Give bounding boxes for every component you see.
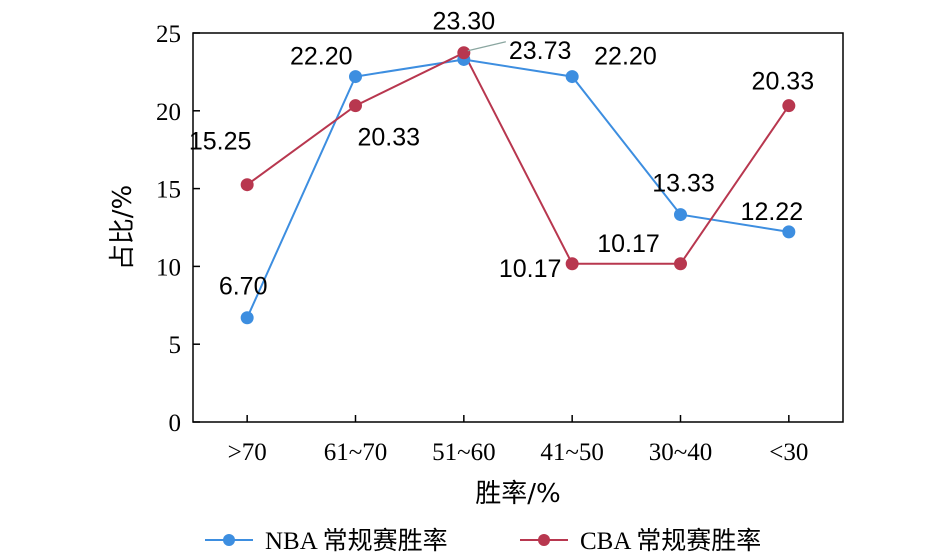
x-tick-label: <30 — [769, 439, 808, 466]
legend-label-0: NBA 常规赛胜率 — [265, 527, 448, 555]
data-point-s0-4 — [674, 208, 687, 222]
y-tick-label: 25 — [156, 21, 181, 48]
data-point-s0-5 — [782, 225, 796, 239]
data-point-s1-1 — [349, 99, 362, 113]
data-point-s0-1 — [349, 70, 362, 84]
data-label-s0-5: 12.22 — [741, 198, 804, 226]
data-label-s0-2: 23.30 — [433, 7, 496, 35]
data-label-s0-3: 22.20 — [594, 43, 657, 71]
x-tick-label: 51~60 — [432, 439, 496, 466]
legend-marker-0 — [223, 534, 235, 546]
x-axis-title: 胜率/% — [475, 479, 560, 509]
data-point-s1-4 — [674, 257, 687, 271]
x-tick-label: >70 — [228, 439, 267, 466]
legend-marker-1 — [538, 534, 550, 546]
x-tick-label: 41~50 — [540, 439, 604, 466]
y-tick-label: 20 — [156, 99, 181, 126]
y-tick-label: 15 — [156, 177, 181, 204]
data-label-s1-1: 20.33 — [358, 124, 421, 152]
series-line-0 — [246, 58, 789, 319]
data-point-s0-0 — [240, 311, 254, 325]
legend-label-1: CBA 常规赛胜率 — [580, 527, 761, 555]
data-point-s1-0 — [240, 178, 254, 192]
label-leader-line — [467, 41, 506, 52]
y-tick-label: 0 — [169, 410, 182, 437]
x-tick-label: 61~70 — [324, 439, 388, 466]
y-tick-label: 5 — [169, 332, 182, 359]
data-label-s1-4: 10.17 — [597, 230, 660, 258]
data-label-s0-0: 6.70 — [219, 273, 268, 301]
data-label-s0-1: 22.20 — [290, 43, 353, 71]
data-label-s1-0: 15.25 — [189, 128, 252, 156]
data-label-s1-2: 23.73 — [509, 37, 572, 65]
data-label-s1-5: 20.33 — [752, 68, 815, 96]
data-label-s1-3: 10.17 — [499, 255, 562, 283]
data-label-s0-4: 13.33 — [652, 170, 715, 198]
x-tick-label: 30~40 — [649, 439, 713, 466]
data-point-s1-2 — [457, 46, 471, 60]
series-line-1 — [246, 51, 790, 265]
y-tick-label: 10 — [156, 254, 181, 281]
data-point-s0-3 — [565, 70, 579, 84]
data-point-s1-3 — [565, 257, 579, 271]
y-axis-title: 占比/% — [108, 185, 138, 270]
data-point-s1-5 — [782, 99, 796, 113]
plot-frame — [192, 32, 844, 423]
